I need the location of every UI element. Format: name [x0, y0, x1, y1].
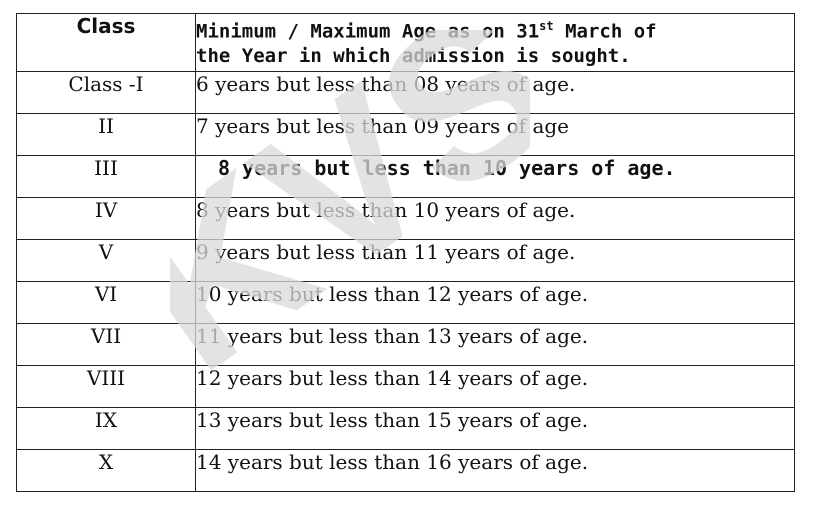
- class-cell: Class -I: [16, 71, 196, 114]
- header-age-line2: the Year in which admission is sought.: [196, 45, 631, 68]
- class-cell: II: [16, 113, 196, 156]
- age-cell: 8 years but less than 10 years of age.: [195, 197, 795, 240]
- class-cell: X: [16, 449, 196, 492]
- class-cell: V: [16, 239, 196, 282]
- header-class: Class: [16, 13, 196, 72]
- age-cell: 13 years but less than 15 years of age.: [195, 407, 795, 450]
- header-age-line1-tail: March of: [553, 20, 657, 43]
- class-cell: IV: [16, 197, 196, 240]
- admission-age-table: Class Minimum / Maximum Age as on 31st M…: [16, 13, 795, 492]
- table-header-row: Class Minimum / Maximum Age as on 31st M…: [16, 13, 795, 72]
- header-age-superscript: st: [539, 19, 554, 33]
- table-row: II 7 years but less than 09 years of age: [16, 113, 795, 156]
- class-cell: VIII: [16, 365, 196, 408]
- age-cell: 7 years but less than 09 years of age: [195, 113, 795, 156]
- table-row: III 8 years but less than 10 years of ag…: [16, 155, 795, 198]
- age-cell: 10 years but less than 12 years of age.: [195, 281, 795, 324]
- class-cell: IX: [16, 407, 196, 450]
- table-row: Class -I 6 years but less than 08 years …: [16, 71, 795, 114]
- table-row: V 9 years but less than 11 years of age.: [16, 239, 795, 282]
- age-cell: 6 years but less than 08 years of age.: [195, 71, 795, 114]
- age-cell: 12 years but less than 14 years of age.: [195, 365, 795, 408]
- class-cell: VII: [16, 323, 196, 366]
- header-age-line1: Minimum / Maximum Age as on 31: [196, 20, 540, 43]
- table-row: IX 13 years but less than 15 years of ag…: [16, 407, 795, 450]
- table-row: IV 8 years but less than 10 years of age…: [16, 197, 795, 240]
- table-row: VI 10 years but less than 12 years of ag…: [16, 281, 795, 324]
- table-row: VII 11 years but less than 13 years of a…: [16, 323, 795, 366]
- table-row: X 14 years but less than 16 years of age…: [16, 449, 795, 492]
- table-row: VIII 12 years but less than 14 years of …: [16, 365, 795, 408]
- class-cell: VI: [16, 281, 196, 324]
- class-cell: III: [16, 155, 196, 198]
- age-cell: 11 years but less than 13 years of age.: [195, 323, 795, 366]
- header-age-criteria: Minimum / Maximum Age as on 31st March o…: [195, 13, 795, 72]
- age-cell: 8 years but less than 10 years of age.: [195, 155, 795, 198]
- age-cell: 9 years but less than 11 years of age.: [195, 239, 795, 282]
- age-cell: 14 years but less than 16 years of age.: [195, 449, 795, 492]
